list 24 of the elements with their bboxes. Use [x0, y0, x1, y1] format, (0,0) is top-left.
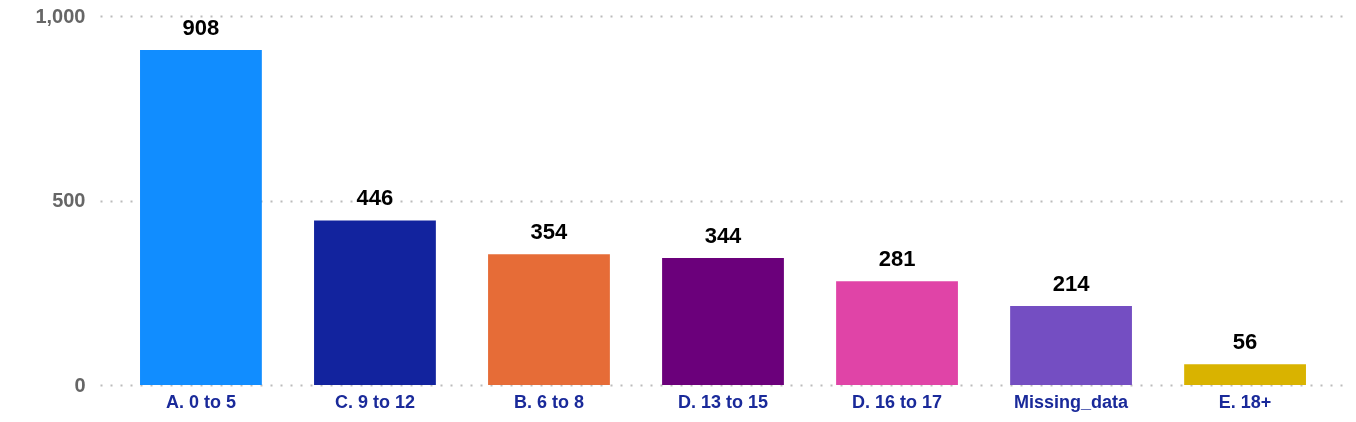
data-label: 908 — [182, 14, 220, 40]
data-label: 56 — [1232, 329, 1258, 355]
bar — [140, 49, 262, 385]
x-tick-label: Missing_data — [1014, 391, 1130, 412]
data-label: 354 — [530, 219, 569, 245]
data-label: 214 — [1052, 271, 1091, 297]
bar — [1010, 306, 1132, 385]
bar — [1184, 364, 1306, 385]
bar — [662, 258, 784, 385]
bar — [314, 220, 436, 385]
y-tick-label: 1,000 — [35, 4, 86, 27]
x-tick-label: E. 18+ — [1218, 391, 1272, 412]
x-tick-label: A. 0 to 5 — [165, 391, 236, 412]
bar — [488, 254, 610, 385]
x-tick-label: B. 6 to 8 — [513, 391, 584, 412]
y-tick-label: 0 — [74, 373, 86, 396]
data-label: 281 — [878, 246, 916, 272]
y-tick-label: 500 — [52, 189, 86, 211]
x-tick-label: D. 16 to 17 — [852, 391, 943, 412]
data-label: 446 — [356, 185, 394, 211]
data-label: 344 — [704, 223, 743, 249]
bar — [836, 281, 958, 385]
x-tick-label: C. 9 to 12 — [334, 391, 415, 412]
x-tick-label: D. 13 to 15 — [677, 391, 769, 412]
